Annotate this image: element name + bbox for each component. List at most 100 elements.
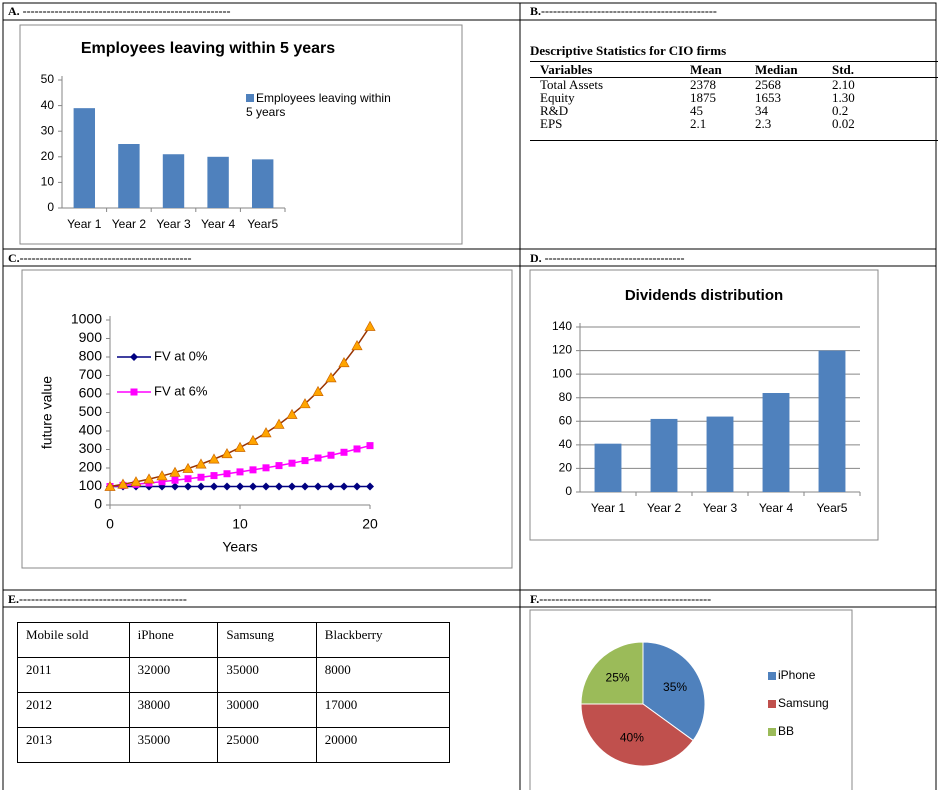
marker [366,442,374,450]
marker [208,453,220,464]
marker [169,466,181,477]
cell-header: F.--------------------------------------… [530,592,712,606]
marker [130,353,138,361]
marker [325,372,337,383]
marker [156,470,168,481]
legend: Employees leaving within 5 years [246,91,396,119]
table-cell: 35000 [128,727,219,763]
y-tick-label: 0 [94,496,102,512]
y-tick-label: 120 [552,343,572,357]
table-cell: Mobile sold [17,622,130,658]
legend-label: Samsung [778,696,829,710]
marker [338,357,350,368]
data-label: 40% [620,730,644,744]
y-tick-label: 600 [79,385,103,401]
marker [275,462,283,470]
pie-slice [642,641,706,742]
data-label: 25% [606,671,630,685]
table-cell: R&D [540,103,569,118]
table-row: 2012 38000 30000 17000 [17,692,451,728]
legend-swatch [768,728,776,736]
marker [210,482,218,491]
y-tick-label: 10 [41,175,55,189]
marker [340,482,348,491]
bar [118,144,140,208]
marker [327,482,335,491]
y-tick-label: 300 [79,440,103,456]
x-tick-label: Year 3 [703,501,738,515]
cell-header: A. -------------------------------------… [8,4,231,18]
y-tick-label: 40 [559,437,573,451]
marker [314,482,322,491]
y-tick-label: 200 [79,459,103,475]
x-tick-label: Year 1 [67,217,102,231]
x-tick-label: 20 [362,516,378,532]
table-title: Descriptive Statistics for CIO firms [530,43,727,58]
marker [353,482,361,491]
y-tick-label: 140 [552,319,572,333]
marker [143,473,155,484]
bar [818,350,846,492]
header-row: Variables Mean Median Std. [530,61,938,78]
legend-label: FV at 0% [154,348,208,363]
table-row: Mobile sold iPhone Samsung Blackberry [17,622,451,658]
marker [158,478,166,486]
table-row: Total Assets 2378 2568 2.10 [530,78,938,92]
series-line [109,326,371,488]
table-cell: 35000 [217,657,317,693]
marker [288,482,296,491]
x-tick-label: Year 2 [647,501,682,515]
table-row: 2011 32000 35000 8000 [17,657,451,693]
marker [223,470,231,478]
x-tick-label: Year 4 [201,217,236,231]
table-cell: 1653 [755,90,781,105]
table-cell: 2013 [17,727,130,763]
table-cell: 32000 [128,657,219,693]
marker [247,434,259,445]
legend-label: Employees leaving within 5 years [246,91,391,119]
table-cell: 2012 [17,692,130,728]
table-cell: 34 [755,103,768,118]
marker [262,482,270,491]
table-cell: 20000 [315,727,451,763]
marker [314,454,322,462]
data-label: 35% [663,680,687,694]
table-cell: 2568 [755,77,781,92]
marker [353,445,361,453]
marker [273,418,285,429]
y-axis-label: future value [39,376,55,449]
marker [236,482,244,491]
legend-swatch [246,94,254,102]
bar [73,108,96,208]
x-tick-label: 0 [106,516,114,532]
chart-frame [529,609,853,790]
marker [234,441,246,452]
marker [223,482,231,491]
marker [301,457,309,465]
x-tick-label: Year 2 [112,217,147,231]
bar [650,418,678,492]
marker [260,427,272,438]
marker [327,451,335,459]
marker [262,464,270,472]
y-tick-label: 0 [565,484,572,498]
table-cell: 25000 [217,727,317,763]
table-cell: 0.02 [832,117,938,141]
table-cell: 1.30 [832,90,855,105]
marker [366,482,374,491]
bar [207,156,229,208]
legend-swatch [768,700,776,708]
table-cell: 38000 [128,692,219,728]
column-header: Std. [832,61,938,78]
x-tick-label: Year 3 [156,217,191,231]
y-tick-label: 50 [41,72,55,86]
y-tick-label: 900 [79,329,103,345]
table-cell: iPhone [128,622,219,658]
marker [312,385,324,396]
table-cell: 45 [690,103,703,118]
x-axis-label: Years [222,539,257,555]
table-row: 2013 35000 25000 20000 [17,727,451,763]
chart-frame [19,24,463,245]
marker [275,482,283,491]
